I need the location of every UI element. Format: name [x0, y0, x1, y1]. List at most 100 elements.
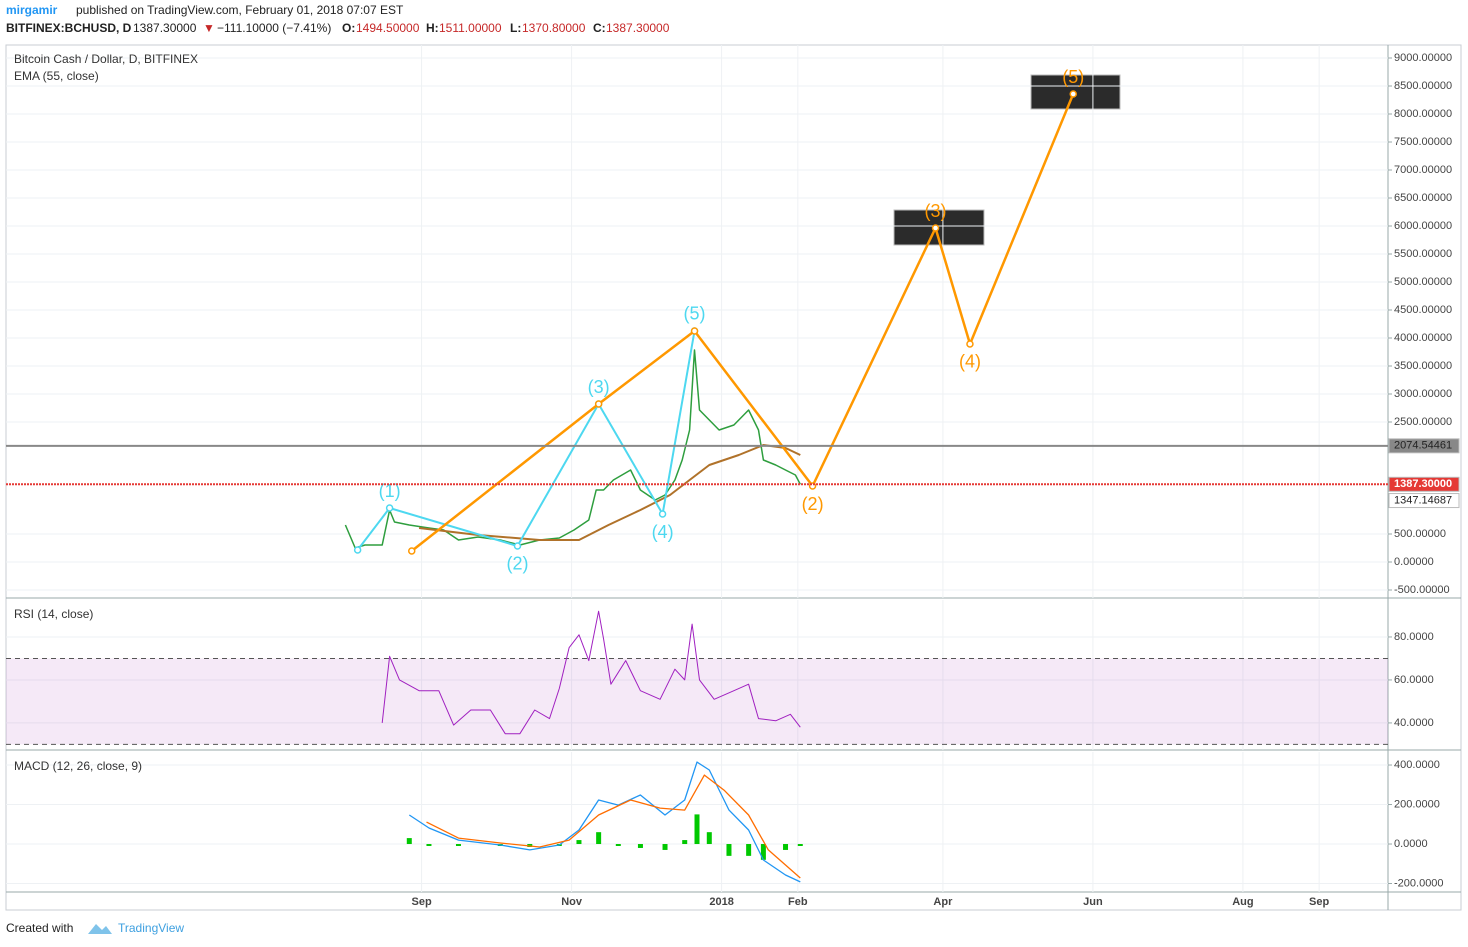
- wave-point: [353, 546, 362, 554]
- y-tick-label: 40.0000: [1394, 717, 1434, 729]
- series-line: [344, 349, 801, 549]
- pane-title: RSI (14, close): [14, 607, 93, 621]
- price-tag-label: 2074.54461: [1394, 440, 1452, 452]
- wave-point: [594, 400, 603, 408]
- wave-point: [690, 327, 699, 335]
- histogram-bar: [662, 844, 668, 850]
- pane: 80.0000 60.0000 40.0000 RSI (14, close): [6, 600, 1434, 750]
- wave-label: (1): [379, 481, 401, 501]
- high: 1511.00000: [439, 21, 502, 35]
- x-tick-label: Sep: [411, 896, 431, 908]
- price-tag: [1388, 476, 1460, 492]
- wave-label: (4): [652, 522, 674, 542]
- histogram-bar: [576, 840, 582, 845]
- y-tick-label: 400.0000: [1394, 759, 1440, 771]
- histogram-bar: [694, 814, 700, 845]
- pane: Sep Nov 2018 Feb Apr Jun Aug Sep 400.0000 200.000…: [6, 752, 1444, 908]
- y-tick-label: 5000.00000: [1394, 276, 1452, 288]
- y-tick-label: 9000.00000: [1394, 52, 1452, 64]
- histogram-bar: [406, 838, 412, 845]
- y-tick-label: 60.0000: [1394, 674, 1434, 686]
- y-tick-label: 3000.00000: [1394, 388, 1452, 400]
- series-line: [426, 774, 801, 879]
- x-tick-label: Sep: [1309, 896, 1329, 908]
- arrow: ▼: [203, 21, 215, 35]
- y-tick-label: 500.00000: [1394, 528, 1446, 540]
- wave-label: (4): [959, 352, 981, 372]
- histogram-bar: [783, 844, 789, 850]
- plots: 9000.00000 8500.00000 8000.00000 7500.00000…: [6, 45, 1460, 908]
- y-tick-label: 200.0000: [1394, 798, 1440, 810]
- pane-title: Bitcoin Cash / Dollar, D, BITFINEX: [14, 52, 198, 66]
- y-tick-label: 8000.00000: [1394, 108, 1452, 120]
- histogram-bar: [615, 844, 621, 846]
- low: 1370.80000: [522, 21, 586, 35]
- y-tick-label: 6500.00000: [1394, 192, 1452, 204]
- wave-label: (3): [588, 377, 610, 397]
- y-tick-label: 4500.00000: [1394, 304, 1452, 316]
- y-tick-label: 80.0000: [1394, 631, 1434, 643]
- price-tag: [1388, 438, 1460, 454]
- footer-created: Created with: [6, 921, 73, 935]
- y-tick-label: 6000.00000: [1394, 220, 1452, 232]
- wave-label: (5): [1062, 67, 1084, 87]
- band: [6, 658, 1388, 745]
- histogram-bar: [760, 844, 766, 860]
- wave-label: (3): [925, 201, 947, 221]
- frame: [5, 44, 1462, 911]
- open: 1494.50000: [356, 21, 420, 35]
- wave-point: [1069, 90, 1077, 98]
- pane-subtitle: EMA (55, close): [14, 69, 99, 83]
- wave-point: [513, 542, 522, 550]
- histogram-bar: [726, 844, 732, 856]
- symbol: BITFINEX:BCHUSD, D: [6, 21, 132, 35]
- y-tick-label: 0.00000: [1394, 556, 1434, 568]
- y-tick-label: 8500.00000: [1394, 80, 1452, 92]
- c-label: C:: [593, 21, 606, 35]
- logo: [88, 924, 112, 934]
- o-label: O:: [342, 21, 355, 35]
- y-tick-label: 3500.00000: [1394, 360, 1452, 372]
- x-tick-label: Feb: [788, 896, 808, 908]
- wave-label: (2): [506, 554, 528, 574]
- footer-brand[interactable]: TradingView: [118, 921, 184, 935]
- histogram-bar: [706, 832, 712, 845]
- wave-label: (2): [802, 494, 824, 514]
- wave-point: [966, 340, 974, 348]
- close: 1387.30000: [606, 21, 670, 35]
- series-line: [408, 761, 801, 883]
- price-tag-label: 1347.14687: [1394, 494, 1452, 506]
- x-tick-label: 2018: [709, 896, 733, 908]
- y-tick-label: 4000.00000: [1394, 332, 1452, 344]
- wave-point: [385, 504, 394, 512]
- wave-point: [658, 510, 667, 518]
- y-tick-label: 7000.00000: [1394, 164, 1452, 176]
- pane-title: MACD (12, 26, close, 9): [14, 759, 142, 773]
- x-tick-label: Jun: [1083, 896, 1103, 908]
- wave-point: [407, 547, 416, 555]
- y-tick-label: 2500.00000: [1394, 416, 1452, 428]
- y-tick-label: 0.0000: [1394, 838, 1428, 850]
- y-tick-label: 5500.00000: [1394, 248, 1452, 260]
- h-label: H:: [426, 21, 439, 35]
- last: 1387.30000: [133, 21, 197, 35]
- histogram-bar: [746, 844, 752, 856]
- histogram-bar: [637, 844, 643, 848]
- histogram-bar: [455, 844, 461, 846]
- price-tag: [1388, 493, 1460, 509]
- x-tick-label: Nov: [561, 896, 583, 908]
- published: published on TradingView.com, February 0…: [76, 3, 404, 17]
- y-tick-label: -200.0000: [1394, 877, 1444, 889]
- pane: 9000.00000 8500.00000 8000.00000 7500.00000…: [6, 45, 1460, 598]
- price-tag-label: 1387.30000: [1394, 478, 1452, 490]
- l-label: L:: [510, 21, 521, 35]
- x-tick-label: Aug: [1232, 896, 1253, 908]
- change: −111.10000 (−7.41%): [217, 21, 331, 35]
- y-tick-label: 7500.00000: [1394, 136, 1452, 148]
- user[interactable]: mirgamir: [6, 3, 58, 17]
- histogram-bar: [426, 844, 432, 846]
- histogram-bar: [797, 844, 803, 846]
- wave-label: (5): [684, 304, 706, 324]
